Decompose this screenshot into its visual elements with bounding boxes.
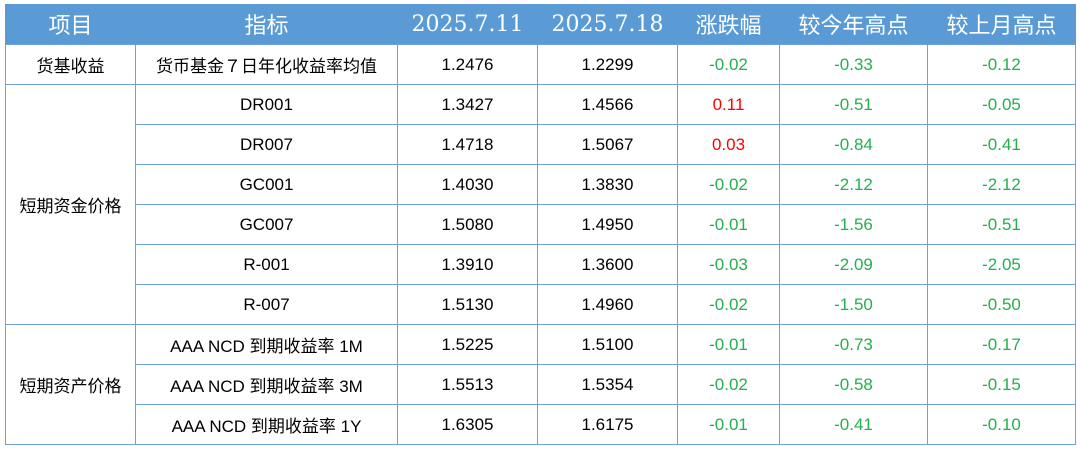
table-row: R-001 1.3910 1.3600 -0.03 -2.09 -2.05 — [6, 244, 1076, 285]
value-date-2-cell: 1.5100 — [537, 324, 678, 365]
table-row: DR007 1.4718 1.5067 0.03 -0.84 -0.41 — [6, 124, 1076, 165]
header-indicator: 指标 — [135, 4, 398, 45]
value-date-1-cell: 1.4030 — [397, 164, 538, 205]
indicator-cell: DR007 — [135, 124, 398, 165]
value-date-1-cell: 1.2476 — [397, 44, 538, 85]
change-cell: -0.02 — [677, 164, 780, 205]
group-label: 短期资金价格 — [5, 84, 136, 325]
value-date-1-cell: 1.5080 — [397, 204, 538, 245]
value-date-1-cell: 1.5513 — [397, 364, 538, 405]
vs-month-high-cell: -0.50 — [927, 284, 1076, 325]
value-date-2-cell: 1.4950 — [537, 204, 678, 245]
header-change: 涨跌幅 — [677, 4, 780, 45]
table-row: AAA NCD 到期收益率 1Y 1.6305 1.6175 -0.01 -0.41 -0… — [6, 404, 1076, 445]
vs-year-high-cell: -1.50 — [779, 284, 928, 325]
vs-month-high-cell: -0.41 — [927, 124, 1076, 165]
value-date-2-cell: 1.3830 — [537, 164, 678, 205]
header-vs-month-high: 较上月高点 — [927, 4, 1076, 45]
change-cell: -0.01 — [677, 404, 780, 445]
value-date-1-cell: 1.3427 — [397, 84, 538, 125]
table-row: GC007 1.5080 1.4950 -0.01 -1.56 -0.51 — [6, 204, 1076, 245]
indicator-cell: AAA NCD 到期收益率 1M — [135, 324, 398, 365]
value-date-2-cell: 1.4960 — [537, 284, 678, 325]
change-cell: -0.01 — [677, 324, 780, 365]
table-row: 短期资金价格 DR001 1.3427 1.4566 0.11 -0.51 -0.05 — [5, 84, 1076, 325]
value-date-1-cell: 1.6305 — [397, 404, 538, 445]
value-date-2-cell: 1.5067 — [537, 124, 678, 165]
change-cell: -0.02 — [677, 44, 780, 85]
vs-month-high-cell: -2.12 — [927, 164, 1076, 205]
vs-year-high-cell: -0.33 — [779, 44, 928, 85]
vs-year-high-cell: -0.84 — [779, 124, 928, 165]
vs-month-high-cell: -0.12 — [927, 44, 1076, 85]
header-date-2: 2025.7.18 — [537, 4, 678, 45]
group-label: 货基收益 — [5, 44, 136, 85]
header-item: 项目 — [5, 4, 136, 45]
indicator-cell: AAA NCD 到期收益率 3M — [135, 364, 398, 405]
change-cell: 0.03 — [677, 124, 780, 165]
vs-month-high-cell: -0.10 — [927, 404, 1076, 445]
group-label: 短期资产价格 — [5, 324, 136, 445]
vs-month-high-cell: -0.05 — [927, 84, 1076, 125]
header-row: 项目 指标 2025.7.11 2025.7.18 涨跌幅 较今年高点 较上月高… — [5, 4, 1076, 45]
value-date-1-cell: 1.5130 — [397, 284, 538, 325]
change-cell: -0.02 — [677, 284, 780, 325]
value-date-2-cell: 1.4566 — [537, 84, 678, 125]
indicator-cell: DR001 — [135, 84, 398, 125]
change-cell: -0.02 — [677, 364, 780, 405]
table-row: 货基收益 货币基金７日年化收益率均值 1.2476 1.2299 -0.02 -0.33-… — [5, 44, 1076, 85]
table-row: GC001 1.4030 1.3830 -0.02 -2.12 -2.12 — [6, 164, 1076, 205]
change-cell: 0.11 — [677, 84, 780, 125]
vs-year-high-cell: -2.12 — [779, 164, 928, 205]
value-date-1-cell: 1.5225 — [397, 324, 538, 365]
vs-year-high-cell: -1.56 — [779, 204, 928, 245]
value-date-1-cell: 1.3910 — [397, 244, 538, 285]
value-date-2-cell: 1.3600 — [537, 244, 678, 285]
table-row: R-007 1.5130 1.4960 -0.02 -1.50 -0.50 — [6, 284, 1076, 325]
table-row: AAA NCD 到期收益率 3M 1.5513 1.5354 -0.02 -0.58 -0… — [6, 364, 1076, 405]
table-row: 短期资产价格 AAA NCD 到期收益率 1M 1.5225 1.5100 -0.01-… — [5, 324, 1076, 445]
vs-month-high-cell: -0.17 — [927, 324, 1076, 365]
vs-year-high-cell: -0.73 — [779, 324, 928, 365]
vs-year-high-cell: -2.09 — [779, 244, 928, 285]
value-date-2-cell: 1.6175 — [537, 404, 678, 445]
rates-table: 项目 指标 2025.7.11 2025.7.18 涨跌幅 较今年高点 较上月高… — [5, 4, 1076, 445]
header-date-1: 2025.7.11 — [397, 4, 538, 45]
value-date-2-cell: 1.2299 — [537, 44, 678, 85]
value-date-2-cell: 1.5354 — [537, 364, 678, 405]
vs-month-high-cell: -0.51 — [927, 204, 1076, 245]
indicator-cell: GC001 — [135, 164, 398, 205]
vs-month-high-cell: -2.05 — [927, 244, 1076, 285]
vs-year-high-cell: -0.58 — [779, 364, 928, 405]
indicator-cell: R-007 — [135, 284, 398, 325]
table-body: 货基收益 货币基金７日年化收益率均值 1.2476 1.2299 -0.02 -0.33-… — [5, 44, 1076, 445]
change-cell: -0.03 — [677, 244, 780, 285]
change-cell: -0.01 — [677, 204, 780, 245]
indicator-cell: 货币基金７日年化收益率均值 — [135, 44, 398, 85]
indicator-cell: AAA NCD 到期收益率 1Y — [135, 404, 398, 445]
value-date-1-cell: 1.4718 — [397, 124, 538, 165]
indicator-cell: R-001 — [135, 244, 398, 285]
vs-year-high-cell: -0.51 — [779, 84, 928, 125]
header-vs-year-high: 较今年高点 — [779, 4, 928, 45]
vs-year-high-cell: -0.41 — [779, 404, 928, 445]
vs-month-high-cell: -0.15 — [927, 364, 1076, 405]
indicator-cell: GC007 — [135, 204, 398, 245]
